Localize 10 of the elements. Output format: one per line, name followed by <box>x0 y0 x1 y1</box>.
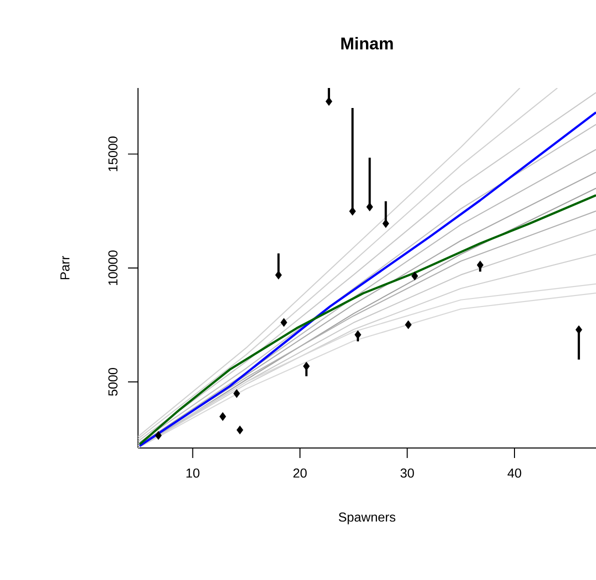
chart-title: Minam <box>341 37 393 50</box>
x-tick-label: 30 <box>400 468 414 478</box>
x-axis-title: Spawners <box>338 512 396 524</box>
y-axis-title: Parr <box>60 256 70 280</box>
x-tick-label: 40 <box>508 468 522 478</box>
x-tick-label: 20 <box>293 468 307 478</box>
y-tick-label: 15000 <box>108 136 118 172</box>
y-tick-label: 10000 <box>108 250 118 286</box>
x-tick-label: 10 <box>186 468 200 478</box>
y-tick-label: 5000 <box>108 368 118 396</box>
